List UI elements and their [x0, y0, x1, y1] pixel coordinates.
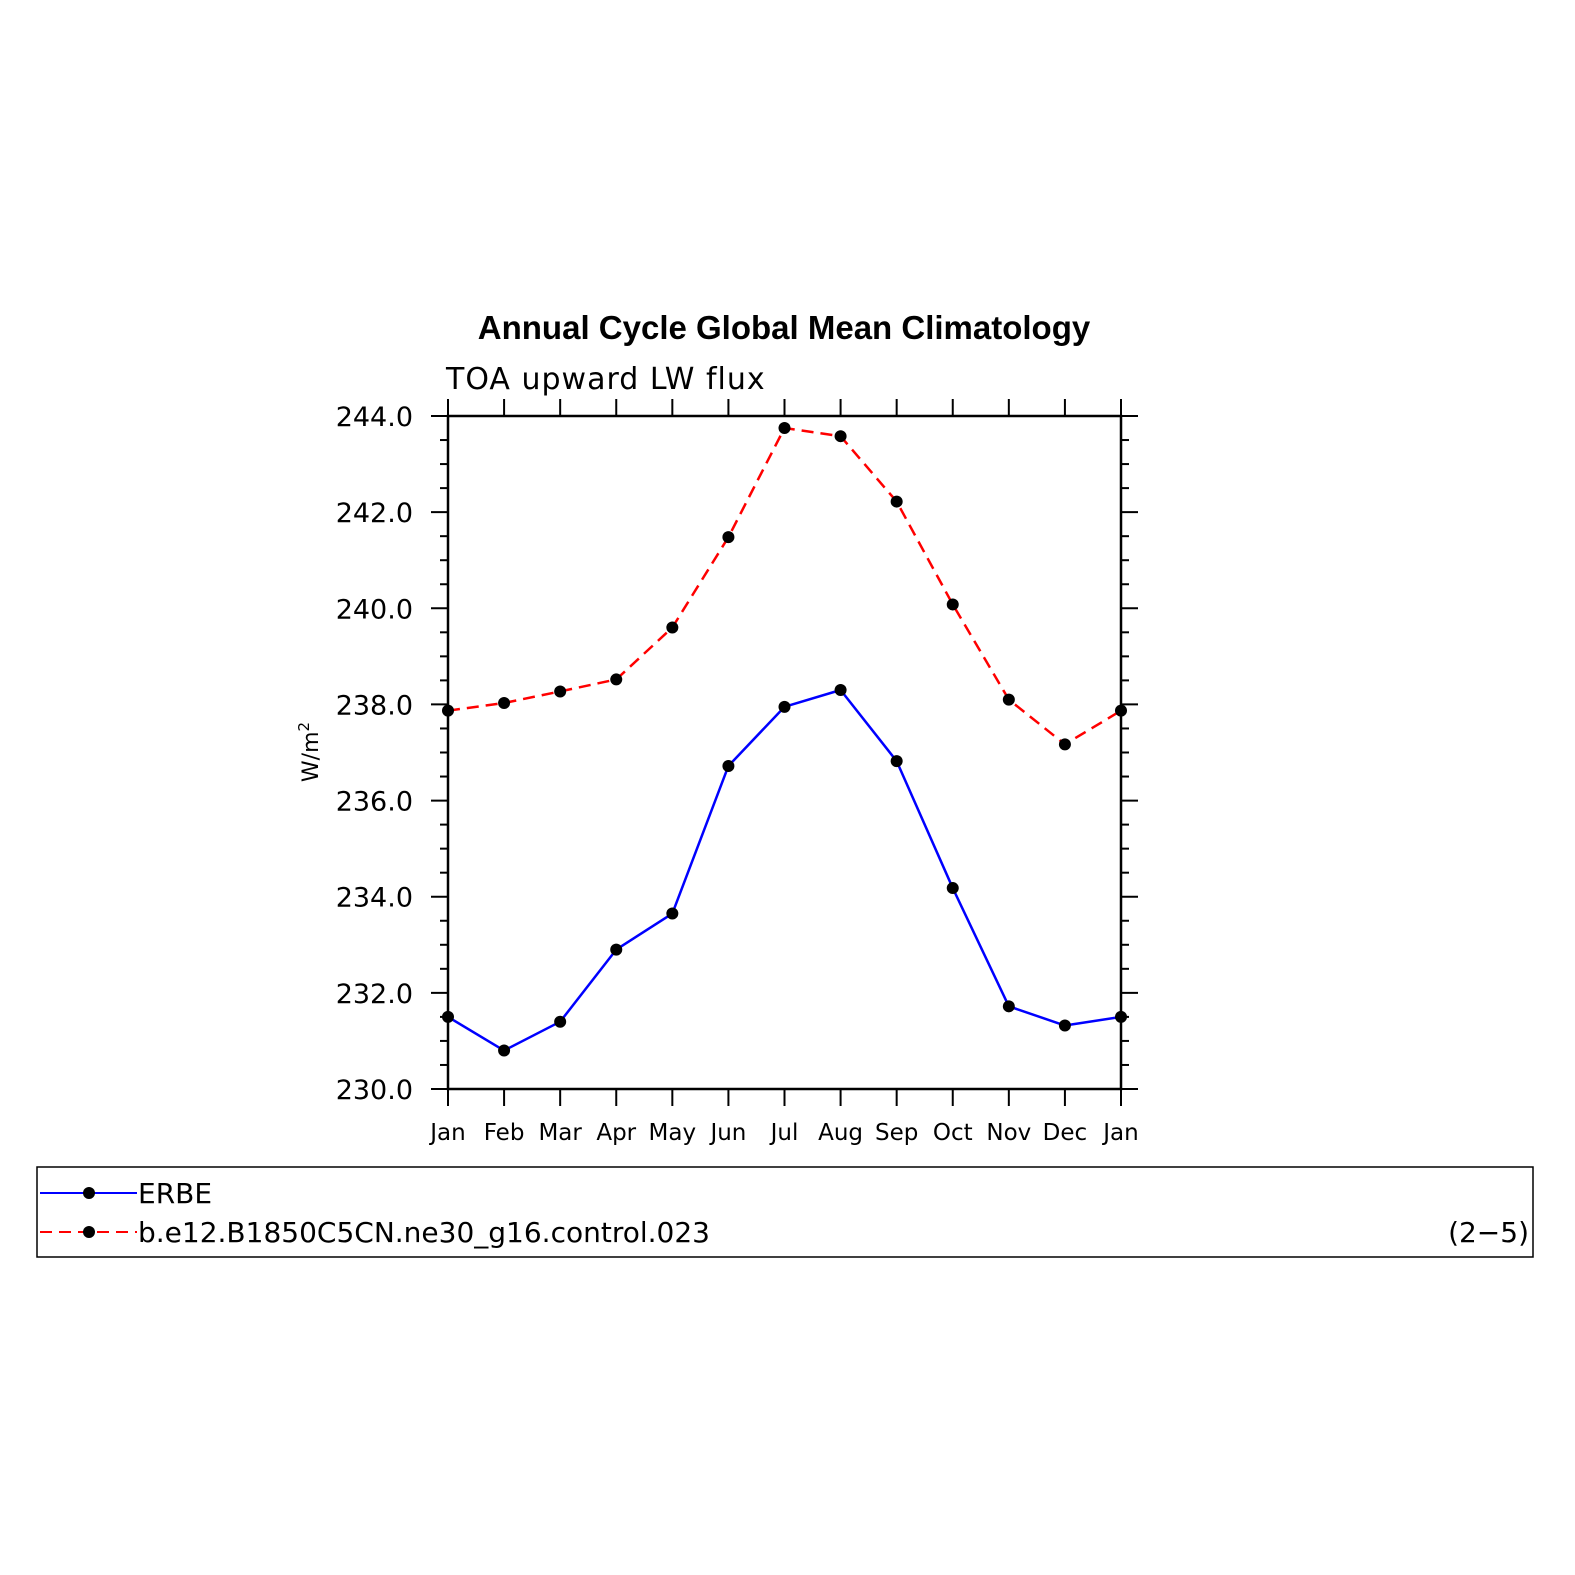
x-tick-label: Oct [933, 1120, 973, 1146]
x-tick-label: Feb [484, 1120, 525, 1146]
series-0-point [666, 907, 679, 920]
legend-label-erbe: ERBE [138, 1177, 212, 1210]
series-line-0 [447, 688, 1122, 1052]
y-tick-label: 234.0 [336, 883, 413, 914]
series-0-point [498, 1044, 511, 1057]
series-1-point [834, 430, 847, 443]
series-1-point [1002, 693, 1015, 706]
legend-marker-erbe [83, 1187, 95, 1199]
x-tick-label: Jun [708, 1120, 746, 1146]
legend: ERBE b.e12.B1850C5CN.ne30_g16.control.02… [36, 1166, 1534, 1258]
y-axis-label: W/m2 [295, 722, 324, 782]
series-0-point [946, 882, 959, 895]
series-0-point [610, 943, 623, 956]
series-1-point [610, 673, 623, 686]
series-group [442, 422, 1127, 1057]
series-1-point [778, 422, 791, 435]
y-axis-ticks: 230.0 232.0 234.0 236.0 238.0 240.0 242.0 244.0 [336, 402, 1138, 1106]
series-0-point [1115, 1010, 1127, 1023]
x-tick-label: Jan [428, 1120, 465, 1146]
series-1-point [498, 696, 511, 709]
series-0-point [890, 755, 903, 768]
x-tick-label: Jan [1101, 1120, 1138, 1146]
legend-label-model: b.e12.B1850C5CN.ne30_g16.control.023 [138, 1216, 710, 1249]
series-1-point [890, 495, 903, 508]
legend-box [36, 1166, 1534, 1258]
y-axis-label-text: W/m [299, 731, 324, 782]
x-tick-label: Nov [986, 1120, 1031, 1146]
series-1-point [1058, 738, 1071, 751]
y-tick-label: 236.0 [336, 787, 413, 818]
x-tick-label: May [649, 1120, 697, 1146]
series-0-point [834, 684, 847, 697]
chart-subtitle: TOA upward LW flux [445, 362, 766, 397]
series-1-point [442, 704, 454, 717]
y-tick-label: 230.0 [336, 1075, 413, 1106]
x-tick-label: Mar [538, 1120, 582, 1146]
y-tick-label: 232.0 [336, 979, 413, 1010]
y-tick-label: 244.0 [336, 402, 413, 433]
series-0-point [554, 1015, 567, 1028]
legend-marker-model [83, 1226, 95, 1238]
x-tick-label: Jul [769, 1120, 799, 1146]
y-tick-label: 242.0 [336, 498, 413, 529]
x-tick-label: Sep [875, 1120, 918, 1146]
series-0-point [778, 700, 791, 713]
series-1-point [666, 621, 679, 634]
series-0-point [722, 759, 735, 772]
series-1-point [722, 531, 735, 544]
series-1-point [554, 685, 567, 698]
y-tick-label: 240.0 [336, 594, 413, 625]
y-axis-label-superscript: 2 [295, 722, 313, 732]
chart-title: Annual Cycle Global Mean Climatology [478, 309, 1091, 346]
panel-id: (2−5) [1448, 1216, 1529, 1249]
plot-frame [446, 414, 1123, 1091]
series-0-point [442, 1010, 454, 1023]
series-1-point [1115, 704, 1127, 717]
x-tick-label: Aug [818, 1120, 863, 1146]
svg-text:W/m2: W/m2 [295, 722, 324, 782]
x-tick-label: Dec [1043, 1120, 1088, 1146]
x-axis-ticks: Jan Feb Mar Apr May Jun Jul Aug Sep Oct Nov Dec Jan [428, 399, 1139, 1146]
series-0-point [1058, 1019, 1071, 1032]
series-line-1 [447, 426, 1122, 746]
y-tick-label: 238.0 [336, 690, 413, 721]
plot-border [446, 414, 1123, 1091]
series-0-point [1002, 1000, 1015, 1013]
x-tick-label: Apr [596, 1120, 636, 1146]
series-1-point [946, 598, 959, 611]
